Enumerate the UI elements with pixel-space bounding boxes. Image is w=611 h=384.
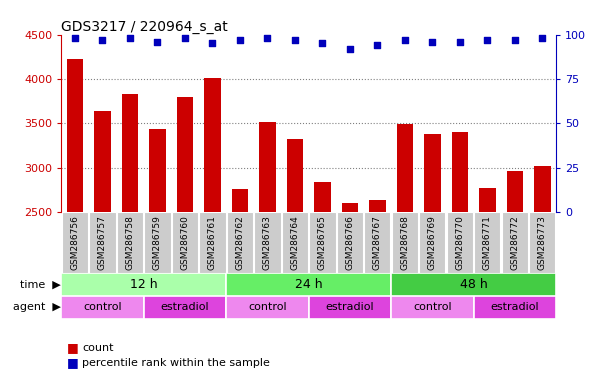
Bar bbox=[282, 212, 308, 273]
Bar bbox=[199, 212, 225, 273]
Bar bbox=[447, 212, 473, 273]
Text: ■: ■ bbox=[67, 341, 79, 354]
Bar bbox=[314, 182, 331, 384]
Bar bbox=[254, 212, 280, 273]
Text: estradiol: estradiol bbox=[326, 302, 374, 312]
Text: GSM286763: GSM286763 bbox=[263, 215, 272, 270]
Bar bbox=[259, 122, 276, 384]
Text: control: control bbox=[413, 302, 452, 312]
Point bbox=[373, 42, 382, 48]
Bar bbox=[474, 296, 556, 319]
Bar bbox=[452, 132, 468, 384]
Bar bbox=[232, 189, 248, 384]
Bar bbox=[117, 212, 143, 273]
Bar bbox=[226, 296, 309, 319]
Text: 12 h: 12 h bbox=[130, 278, 158, 291]
Bar bbox=[62, 212, 88, 273]
Bar bbox=[529, 212, 555, 273]
Text: ■: ■ bbox=[67, 356, 79, 369]
Point bbox=[207, 40, 218, 46]
Text: GSM286757: GSM286757 bbox=[98, 215, 107, 270]
Point bbox=[153, 39, 163, 45]
Text: GSM286772: GSM286772 bbox=[510, 215, 519, 270]
Bar bbox=[391, 296, 474, 319]
Point bbox=[345, 46, 354, 52]
Text: GSM286773: GSM286773 bbox=[538, 215, 547, 270]
Bar bbox=[392, 212, 418, 273]
Text: control: control bbox=[248, 302, 287, 312]
Bar bbox=[391, 273, 556, 296]
Bar bbox=[397, 124, 413, 384]
Text: estradiol: estradiol bbox=[161, 302, 209, 312]
Bar bbox=[149, 129, 166, 384]
Point bbox=[180, 35, 189, 41]
Bar bbox=[502, 212, 528, 273]
Text: GSM286769: GSM286769 bbox=[428, 215, 437, 270]
Text: GSM286767: GSM286767 bbox=[373, 215, 382, 270]
Bar bbox=[309, 296, 391, 319]
Bar bbox=[61, 296, 144, 319]
Bar bbox=[227, 212, 253, 273]
Text: time  ▶: time ▶ bbox=[20, 280, 61, 290]
Bar bbox=[474, 212, 500, 273]
Text: GSM286764: GSM286764 bbox=[290, 215, 299, 270]
Point bbox=[427, 39, 437, 45]
Bar bbox=[419, 212, 445, 273]
Text: percentile rank within the sample: percentile rank within the sample bbox=[82, 358, 270, 368]
Text: count: count bbox=[82, 343, 114, 353]
Bar bbox=[61, 273, 226, 296]
Bar bbox=[534, 166, 551, 384]
Point bbox=[318, 40, 327, 46]
Bar bbox=[424, 134, 441, 384]
Point bbox=[70, 35, 79, 41]
Point bbox=[400, 37, 409, 43]
Text: GSM286771: GSM286771 bbox=[483, 215, 492, 270]
Bar bbox=[67, 60, 83, 384]
Bar bbox=[177, 97, 193, 384]
Text: GSM286765: GSM286765 bbox=[318, 215, 327, 270]
Bar bbox=[144, 296, 226, 319]
Bar bbox=[369, 200, 386, 384]
Point bbox=[455, 39, 464, 45]
Bar bbox=[94, 111, 111, 384]
Text: 48 h: 48 h bbox=[459, 278, 488, 291]
Text: GSM286759: GSM286759 bbox=[153, 215, 162, 270]
Point bbox=[98, 37, 108, 43]
Bar bbox=[287, 139, 303, 384]
Text: GDS3217 / 220964_s_at: GDS3217 / 220964_s_at bbox=[61, 20, 228, 33]
Text: GSM286758: GSM286758 bbox=[125, 215, 134, 270]
Text: GSM286761: GSM286761 bbox=[208, 215, 217, 270]
Bar bbox=[144, 212, 170, 273]
Bar bbox=[172, 212, 198, 273]
Bar bbox=[204, 78, 221, 384]
Bar bbox=[507, 171, 523, 384]
Bar bbox=[89, 212, 115, 273]
Bar bbox=[122, 94, 138, 384]
Text: estradiol: estradiol bbox=[491, 302, 539, 312]
Point bbox=[125, 35, 134, 41]
Text: 24 h: 24 h bbox=[295, 278, 323, 291]
Point bbox=[235, 37, 244, 43]
Text: GSM286770: GSM286770 bbox=[455, 215, 464, 270]
Text: agent  ▶: agent ▶ bbox=[13, 302, 61, 312]
Point bbox=[290, 37, 300, 43]
Point bbox=[263, 35, 273, 41]
Point bbox=[482, 37, 492, 43]
Point bbox=[538, 35, 547, 41]
Text: control: control bbox=[83, 302, 122, 312]
Text: GSM286756: GSM286756 bbox=[70, 215, 79, 270]
Text: GSM286766: GSM286766 bbox=[345, 215, 354, 270]
Bar bbox=[309, 212, 335, 273]
Bar bbox=[226, 273, 391, 296]
Bar bbox=[479, 188, 496, 384]
Text: GSM286760: GSM286760 bbox=[180, 215, 189, 270]
Bar bbox=[337, 212, 363, 273]
Bar bbox=[364, 212, 390, 273]
Text: GSM286762: GSM286762 bbox=[235, 215, 244, 270]
Text: GSM286768: GSM286768 bbox=[400, 215, 409, 270]
Bar bbox=[342, 203, 358, 384]
Point bbox=[510, 37, 519, 43]
